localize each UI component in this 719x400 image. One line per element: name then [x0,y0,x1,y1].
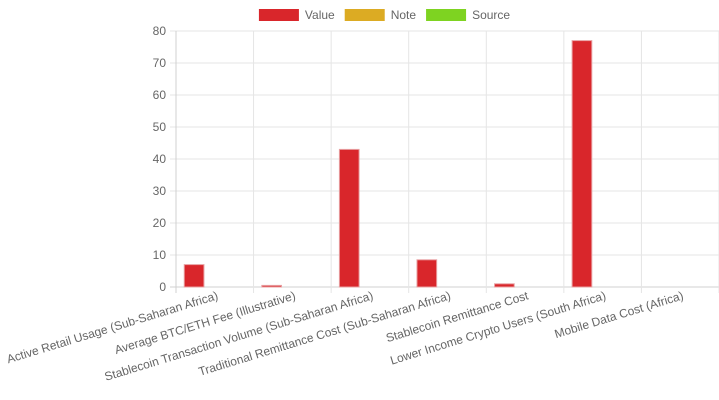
y-tick-label: 60 [153,88,167,102]
legend-label: Note [391,8,417,22]
legend-item-source[interactable]: Source [426,8,510,22]
y-tick-label: 40 [153,152,167,166]
y-tick-label: 30 [153,184,167,198]
bar-value-3[interactable] [416,259,438,288]
y-tick-label: 10 [153,248,167,262]
y-tick-label: 0 [159,280,166,294]
legend-label: Source [472,8,510,22]
bar-value-0[interactable] [183,264,205,288]
bar-value-5[interactable] [571,40,593,288]
chart-legend[interactable]: Value Note Source [258,8,510,22]
legend-swatch [258,9,299,21]
bar-value-4[interactable] [494,283,515,288]
legend-item-value[interactable]: Value [258,8,335,22]
legend-label: Value [305,8,335,22]
y-axis: 0 10 20 30 40 50 60 70 80 [153,24,167,294]
x-axis: Active Retail Usage (Sub-Saharan Africa)… [5,288,685,383]
legend-item-note[interactable]: Note [344,8,417,22]
legend-swatch [426,9,467,21]
bar-value-2[interactable] [338,148,360,288]
chart-bars [183,40,593,288]
bar-value-1[interactable] [261,284,283,288]
y-tick-label: 80 [153,24,167,38]
y-tick-label: 20 [153,216,167,230]
x-tick-label: Mobile Data Cost (Africa) [553,288,685,341]
y-tick-label: 70 [153,56,167,70]
chart-grid [170,30,719,293]
y-tick-label: 50 [153,120,167,134]
legend-swatch [344,9,385,21]
